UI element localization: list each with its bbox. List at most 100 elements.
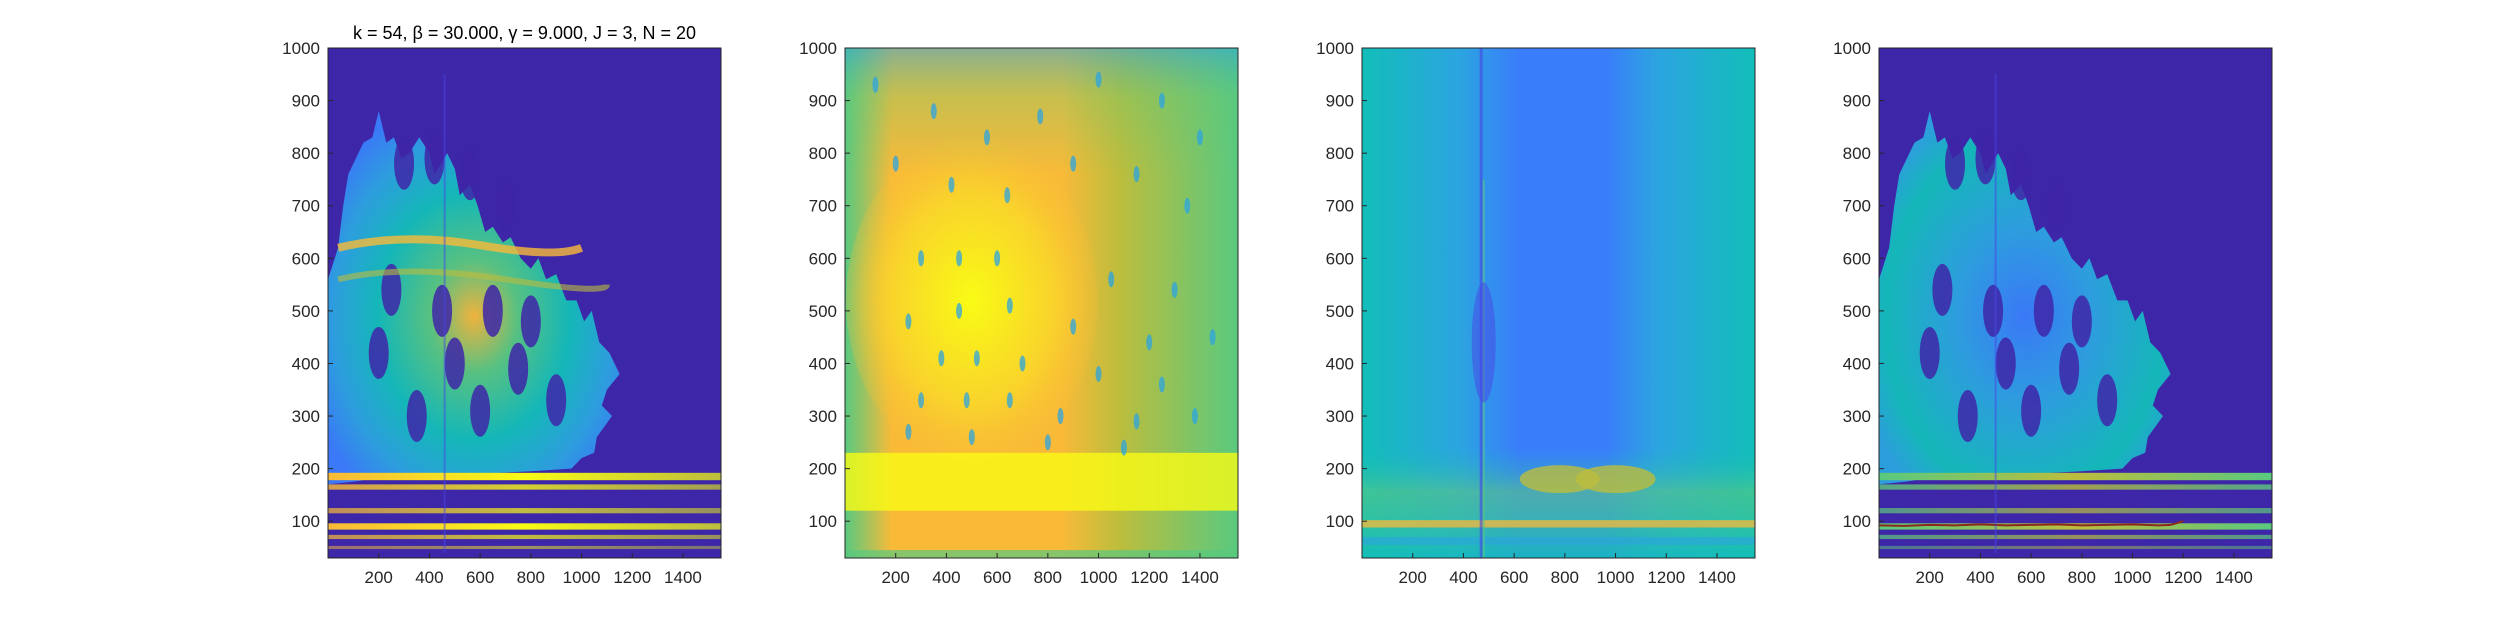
y-tick-label: 100 [1843, 512, 1871, 531]
energy-void [1957, 390, 1978, 443]
y-tick-label: 900 [292, 92, 320, 111]
energy-minimum [1209, 329, 1216, 346]
energy-minimum [1146, 334, 1153, 351]
y-tick-label: 800 [809, 144, 837, 163]
y-tick-label: 200 [1843, 460, 1871, 479]
axes-box [327, 47, 722, 559]
energy-minimum [892, 155, 899, 172]
x-tick-label: 600 [466, 568, 494, 587]
y-tick-label: 300 [292, 407, 320, 426]
x-tick-label: 200 [365, 568, 393, 587]
y-tick-label: 200 [292, 460, 320, 479]
energy-void [2059, 342, 2080, 395]
y-tick-label: 100 [1326, 512, 1354, 531]
energy-void [546, 374, 567, 427]
energy-minimum [956, 302, 963, 319]
axes-box [1878, 47, 2273, 559]
energy-minimum [973, 350, 980, 367]
x-tick-label: 800 [517, 568, 545, 587]
y-tick-label: 500 [809, 302, 837, 321]
x-tick-label: 1000 [563, 568, 601, 587]
energy-void [2097, 374, 2118, 427]
energy-minimum [1095, 71, 1102, 88]
x-tick-label: 1000 [1597, 568, 1635, 587]
energy-minimum [956, 250, 963, 267]
x-tick-label: 800 [1551, 568, 1579, 587]
energy-minimum [1004, 187, 1011, 204]
energy-peak [1519, 465, 1600, 494]
y-tick-label: 500 [1326, 302, 1354, 321]
energy-void [508, 342, 529, 395]
energy-minimum [983, 129, 990, 146]
energy-void [495, 179, 516, 232]
frequency-band [1362, 520, 1755, 528]
energy-void [1471, 282, 1496, 403]
heatmap-image-4 [1879, 48, 2272, 558]
heatmap-image-2 [845, 48, 1238, 558]
panel-3: 200 400 600 800 1000 1200 1400 100 200 300 400 500 6… [1316, 39, 1756, 587]
energy-void [432, 284, 453, 337]
x-tick-label: 800 [1034, 568, 1062, 587]
energy-minimum [1191, 408, 1198, 425]
frequency-band [845, 550, 1238, 558]
energy-peak [1575, 465, 1656, 494]
energy-void [1995, 337, 2016, 390]
energy-minimum [938, 350, 945, 367]
y-tick-label: 300 [1843, 407, 1871, 426]
energy-minimum [918, 250, 925, 267]
y-tick-label: 1000 [1833, 39, 1871, 58]
x-tick-label: 200 [1399, 568, 1427, 587]
energy-cloud [1879, 111, 2171, 485]
energy-minimum [905, 313, 912, 330]
x-tick-label: 1000 [2114, 568, 2152, 587]
energy-minimum [1006, 392, 1013, 409]
energy-minimum [1184, 197, 1191, 214]
y-tick-label: 900 [1843, 92, 1871, 111]
energy-void [2010, 148, 2031, 201]
y-tick-label: 200 [809, 460, 837, 479]
energy-minimum [1006, 297, 1013, 314]
energy-void [1919, 326, 1940, 379]
energy-void [2071, 295, 2092, 348]
energy-minimum [1120, 439, 1127, 456]
energy-minimum [930, 103, 937, 120]
y-tick-label: 400 [809, 354, 837, 373]
x-tick-label: 1400 [2215, 568, 2253, 587]
energy-minimum [1070, 318, 1077, 335]
energy-minimum [1196, 129, 1203, 146]
x-tick-label: 400 [932, 568, 960, 587]
ridge-curve [1879, 520, 2184, 527]
frequency-band [1879, 484, 2272, 490]
frequency-band [845, 452, 1238, 511]
energy-minimum [1108, 271, 1115, 288]
y-tick-label: 400 [292, 354, 320, 373]
axes-box [1361, 47, 1756, 559]
axes-box [844, 47, 1239, 559]
energy-minimum [918, 392, 925, 409]
y-tick-label: 400 [1326, 354, 1354, 373]
x-tick-label: 1200 [613, 568, 651, 587]
y-tick-label: 400 [1843, 354, 1871, 373]
y-tick-label: 900 [1326, 92, 1354, 111]
harmonic-ridge [337, 235, 584, 257]
frequency-band [328, 484, 721, 490]
energy-minimum [1070, 155, 1077, 172]
y-tick-label: 600 [292, 249, 320, 268]
y-tick-label: 100 [809, 512, 837, 531]
frequency-band [1879, 534, 2272, 540]
energy-peak [846, 137, 1098, 464]
x-tick-label: 200 [1916, 568, 1944, 587]
y-tick-label: 700 [1326, 197, 1354, 216]
energy-minimum [1044, 434, 1051, 451]
energy-void [444, 337, 465, 390]
y-tick-label: 600 [1326, 249, 1354, 268]
y-tick-label: 200 [1326, 460, 1354, 479]
panel-2: 200 400 600 800 1000 1200 1400 100 200 300 400 500 6… [799, 39, 1239, 587]
x-tick-label: 600 [1500, 568, 1528, 587]
energy-void [394, 137, 415, 190]
frequency-band [1879, 472, 2272, 481]
x-tick-label: 600 [983, 568, 1011, 587]
y-tick-label: 600 [1843, 249, 1871, 268]
y-tick-label: 800 [292, 144, 320, 163]
y-tick-label: 300 [809, 407, 837, 426]
